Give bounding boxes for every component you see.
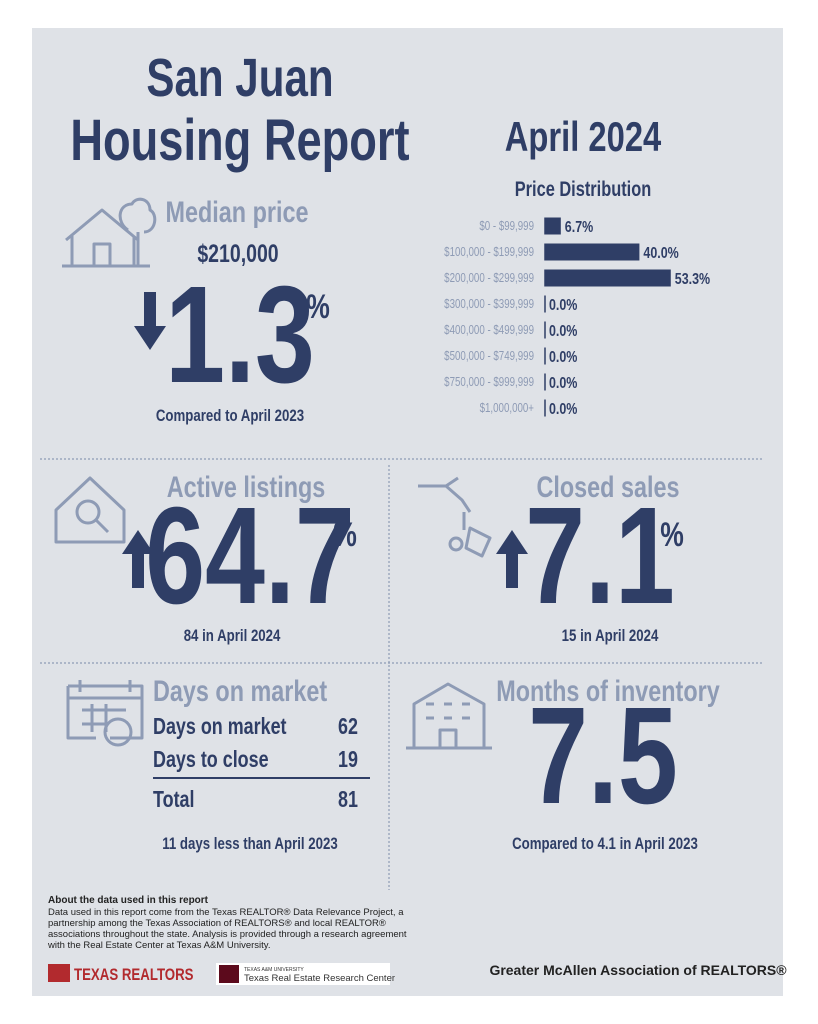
chart-title: Price Distribution bbox=[515, 177, 652, 200]
bar bbox=[545, 243, 640, 261]
moi-heading: Months of inventory bbox=[496, 674, 720, 707]
about-title: About the data used in this report bbox=[48, 895, 209, 906]
category-label: $300,000 - $399,999 bbox=[444, 298, 534, 311]
about-text: Data used in this report come from the T… bbox=[48, 907, 404, 918]
value-label: 0.0% bbox=[549, 297, 578, 315]
up-arrow bbox=[122, 530, 154, 588]
up-arrow bbox=[496, 530, 528, 588]
moi-value: 7.5 bbox=[528, 679, 678, 833]
realtors-logo-mark bbox=[48, 964, 70, 982]
median-change: 1.3 bbox=[165, 258, 315, 412]
value-label: 0.0% bbox=[549, 349, 578, 367]
title-line1: San Juan bbox=[146, 48, 333, 108]
percent-sign: % bbox=[333, 516, 357, 554]
category-label: $750,000 - $999,999 bbox=[444, 376, 534, 389]
active-heading: Active listings bbox=[167, 470, 326, 503]
tamu-small: TEXAS A&M UNIVERSITY bbox=[244, 967, 304, 973]
median-heading: Median price bbox=[166, 195, 309, 228]
house-icon bbox=[62, 197, 157, 268]
title-line2: Housing Report bbox=[70, 109, 409, 174]
category-label: $100,000 - $199,999 bbox=[444, 246, 534, 259]
about-text: partnership among the Texas Association … bbox=[48, 918, 386, 929]
dom-total-value: 81 bbox=[338, 787, 358, 813]
category-label: $0 - $99,999 bbox=[479, 220, 534, 233]
building-icon bbox=[406, 682, 492, 750]
value-label: 53.3% bbox=[675, 271, 711, 289]
search-house-icon bbox=[54, 476, 126, 544]
calendar-icon bbox=[66, 680, 144, 747]
category-label: $500,000 - $749,999 bbox=[444, 350, 534, 363]
moi-note: Compared to 4.1 in April 2023 bbox=[512, 835, 698, 854]
median-note: Compared to April 2023 bbox=[156, 407, 304, 426]
about-text: associations throughout the state. Analy… bbox=[48, 929, 407, 940]
key-hand-icon bbox=[418, 476, 492, 558]
period: April 2024 bbox=[505, 113, 662, 160]
percent-sign: % bbox=[660, 516, 684, 554]
tamu-logo: Texas Real Estate Research Center bbox=[244, 973, 395, 984]
dom-note: 11 days less than April 2023 bbox=[162, 835, 338, 854]
dom-label: Days on market bbox=[153, 714, 287, 740]
category-label: $200,000 - $299,999 bbox=[444, 272, 534, 285]
tamu-logo-mark bbox=[219, 965, 239, 983]
value-label: 6.7% bbox=[565, 219, 594, 237]
closed-heading: Closed sales bbox=[536, 470, 679, 503]
association: Greater McAllen Association of REALTORS® bbox=[489, 962, 787, 978]
price-distribution: $0 - $99,999 6.7% $100,000 - $199,999 40.0%… bbox=[444, 217, 711, 419]
about-text: with the Real Estate Center at Texas A&M… bbox=[47, 940, 270, 951]
value-label: 0.0% bbox=[549, 401, 578, 419]
category-label: $1,000,000+ bbox=[480, 402, 534, 415]
closed-note: 15 in April 2024 bbox=[562, 627, 659, 646]
value-label: 0.0% bbox=[549, 323, 578, 341]
median-value: $210,000 bbox=[197, 240, 278, 268]
closed-change: 7.1 bbox=[525, 479, 675, 633]
tamu-logo-box bbox=[216, 963, 390, 985]
percent-sign: % bbox=[306, 288, 330, 326]
realtors-logo: TEXAS REALTORS bbox=[74, 966, 194, 985]
category-label: $400,000 - $499,999 bbox=[444, 324, 534, 337]
bar bbox=[545, 269, 671, 287]
value-label: 40.0% bbox=[643, 245, 679, 263]
panel bbox=[32, 28, 783, 996]
value-label: 0.0% bbox=[549, 375, 578, 393]
active-change: 64.7 bbox=[145, 479, 354, 633]
dom-heading: Days on market bbox=[153, 674, 327, 707]
bar bbox=[545, 217, 561, 235]
down-arrow bbox=[134, 292, 166, 350]
dom-value: 19 bbox=[338, 747, 358, 773]
active-note: 84 in April 2024 bbox=[184, 627, 281, 646]
dom-label: Days to close bbox=[153, 747, 269, 773]
dom-value: 62 bbox=[338, 714, 358, 740]
dom-total-label: Total bbox=[153, 787, 194, 813]
